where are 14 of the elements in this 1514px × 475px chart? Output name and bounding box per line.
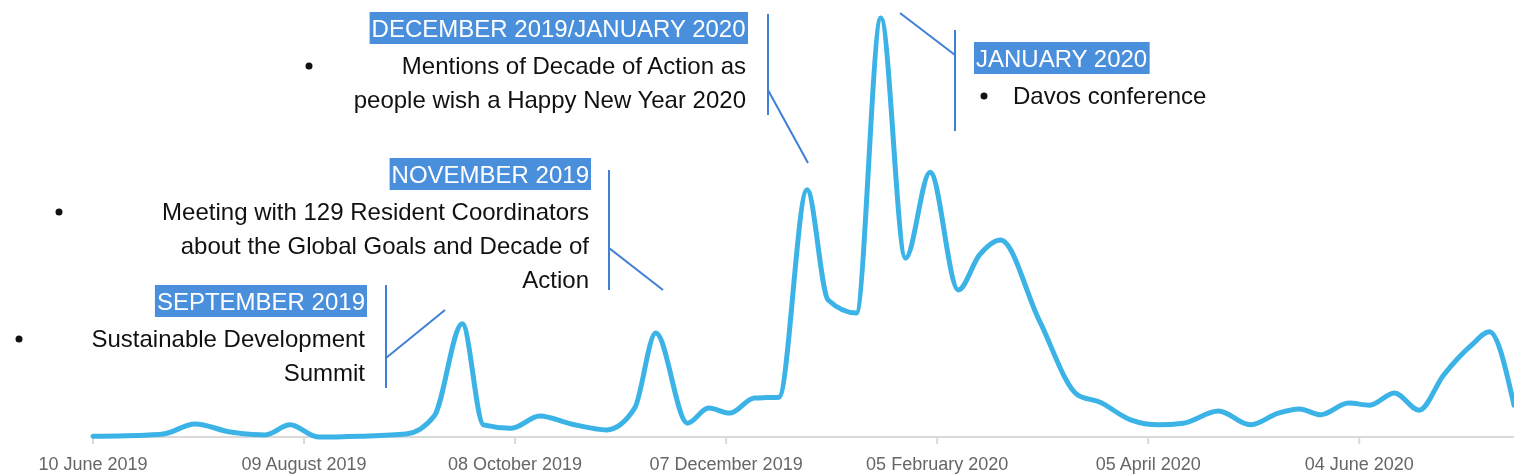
x-tick-label: 08 October 2019 <box>448 454 583 474</box>
x-tick-label: 10 June 2019 <box>38 454 148 474</box>
annotation: Mentions of Decade of Action as people wish a Happy New Year 2020 <box>353 52 746 113</box>
x-tick-label: 09 August 2019 <box>241 454 367 474</box>
x-tick-label: 05 April 2020 <box>1095 454 1201 474</box>
annotation: JANUARY 2020 <box>976 45 1148 72</box>
annotation: NOVEMBER 2019 <box>391 161 590 188</box>
annotation: SEPTEMBER 2019 <box>156 288 365 315</box>
x-tick-label: 07 December 2019 <box>649 454 803 474</box>
annotation: Davos conference <box>1013 82 1207 109</box>
annotation: Sustainable Development Summit <box>91 325 366 386</box>
x-tick-label: 05 February 2020 <box>866 454 1009 474</box>
x-tick-label: 04 June 2020 <box>1304 454 1414 474</box>
annotation: DECEMBER 2019/JANUARY 2020 <box>371 15 746 42</box>
